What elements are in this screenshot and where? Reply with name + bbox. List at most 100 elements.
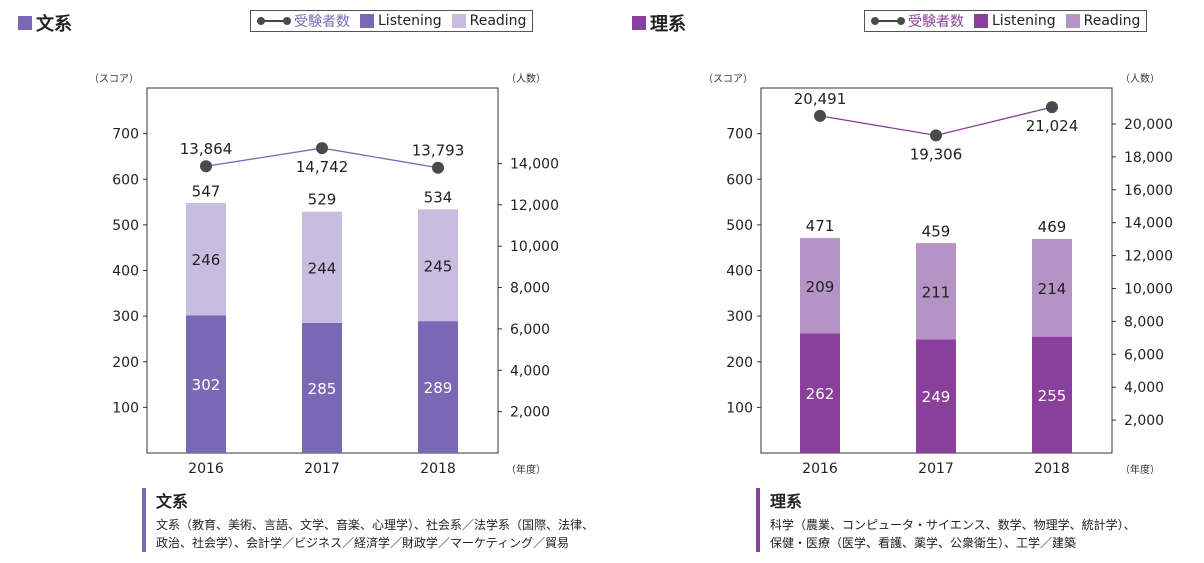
- y-axis-label: （スコア）: [703, 73, 753, 85]
- reading-value-label: 209: [806, 278, 835, 296]
- note-line: 保健・医療（医学、看護、薬学、公衆衛生）、工学／建築: [770, 536, 1077, 550]
- bar-listening: [916, 339, 956, 453]
- listening-value-label: 285: [308, 380, 337, 398]
- y2-tick-label: 10,000: [1124, 281, 1173, 297]
- total-value-label: 459: [922, 223, 951, 241]
- note-line: 文系（教育、美術、言語、文学、音楽、心理学）、社会系／法学系（国際、法律、: [156, 518, 595, 532]
- y2-tick-label: 8,000: [1124, 314, 1164, 330]
- listening-value-label: 302: [192, 376, 221, 394]
- y2-tick-label: 4,000: [510, 363, 550, 379]
- y-tick-label: 500: [726, 218, 753, 234]
- chart-legend: 受験者数 Listening Reading: [864, 10, 1148, 32]
- bar-listening: [302, 322, 342, 453]
- participants-point: [930, 129, 942, 142]
- total-value-label: 547: [192, 182, 221, 200]
- y-tick-label: 700: [112, 127, 139, 143]
- listening-value-label: 262: [806, 385, 835, 403]
- legend-item-participants: 受験者数: [257, 11, 350, 31]
- panel-title: 文系: [18, 10, 72, 36]
- x-tick-label: 2017: [304, 461, 340, 477]
- title-square-icon: [632, 16, 646, 30]
- y-tick-label: 100: [726, 400, 753, 416]
- bar-reading: [302, 211, 342, 323]
- y2-tick-label: 20,000: [1124, 117, 1173, 133]
- line-marker-icon: [257, 16, 291, 26]
- y-tick-label: 700: [726, 127, 753, 143]
- bar-reading: [800, 238, 840, 334]
- legend-label-participants: 受験者数: [294, 14, 350, 30]
- y-tick-label: 600: [112, 172, 139, 188]
- y2-tick-label: 2,000: [510, 405, 550, 421]
- bar-reading: [186, 202, 226, 316]
- x-axis-unit-label: （年度）: [506, 463, 546, 476]
- x-tick-label: 2018: [1034, 461, 1070, 477]
- category-note: 文系 文系（教育、美術、言語、文学、音楽、心理学）、社会系／法学系（国際、法律、…: [142, 488, 594, 552]
- legend-item-listening: Listening: [974, 13, 1056, 29]
- note-title: 理系: [770, 492, 803, 511]
- reading-swatch-icon: [1065, 14, 1080, 28]
- bar-listening: [800, 333, 840, 453]
- bar-reading: [1032, 239, 1072, 337]
- note-title: 文系: [156, 492, 189, 511]
- total-value-label: 534: [424, 188, 453, 206]
- y-tick-label: 400: [112, 264, 139, 280]
- participants-point: [200, 160, 212, 173]
- x-tick-label: 2018: [420, 461, 456, 477]
- y-tick-label: 400: [726, 264, 753, 280]
- note-line: 科学（農業、コンピュータ・サイエンス、数学、物理学、統計学）、: [770, 518, 1136, 532]
- participants-value-label: 19,306: [910, 145, 963, 163]
- legend-label-listening: Listening: [992, 13, 1056, 29]
- y-tick-label: 500: [112, 218, 139, 234]
- title-square-icon: [18, 16, 32, 30]
- note-line: 政治、社会学）、会計学／ビジネス／経済学／財政学／マーケティング／貿易: [156, 536, 570, 550]
- stacked-bar-chart: （スコア） （人数） 100 200 300 400 500 600 700 2,000 4,000…: [89, 72, 559, 477]
- y2-tick-label: 10,000: [510, 239, 559, 255]
- legend-label-participants: 受験者数: [908, 14, 964, 30]
- legend-item-participants: 受験者数: [871, 11, 964, 31]
- y2-tick-label: 2,000: [1124, 413, 1164, 429]
- reading-value-label: 214: [1038, 280, 1067, 298]
- category-note: 理系 科学（農業、コンピュータ・サイエンス、数学、物理学、統計学）、 保健・医療…: [756, 488, 1136, 552]
- participants-value-label: 14,742: [296, 158, 349, 176]
- y2-tick-label: 18,000: [1124, 150, 1173, 166]
- listening-swatch-icon: [974, 14, 988, 28]
- listening-value-label: 289: [424, 379, 453, 397]
- total-value-label: 529: [308, 191, 337, 209]
- y-tick-label: 600: [726, 172, 753, 188]
- liberal-arts-panel: 文系 受験者数 Listening Reading （スコア） （人数） 100 20…: [0, 0, 600, 563]
- listening-swatch-icon: [360, 14, 374, 28]
- chart-legend: 受験者数 Listening Reading: [250, 10, 534, 32]
- panel-title-text: 理系: [650, 14, 686, 35]
- x-tick-label: 2016: [188, 461, 224, 477]
- total-value-label: 471: [806, 217, 835, 235]
- participants-point: [316, 142, 328, 155]
- bar-reading: [418, 209, 458, 322]
- y-tick-label: 200: [726, 355, 753, 371]
- y2-tick-label: 12,000: [510, 198, 559, 214]
- line-marker-icon: [871, 16, 905, 26]
- participants-value-label: 13,864: [180, 140, 233, 158]
- y-axis-label: （スコア）: [89, 73, 139, 85]
- reading-swatch-icon: [451, 14, 466, 28]
- legend-label-reading: Reading: [1083, 13, 1141, 29]
- reading-value-label: 245: [424, 257, 453, 275]
- participants-point: [1046, 101, 1058, 114]
- y2-tick-label: 14,000: [1124, 216, 1173, 232]
- legend-label-listening: Listening: [378, 13, 442, 29]
- participants-value-label: 13,793: [412, 142, 465, 160]
- y2-tick-label: 6,000: [510, 322, 550, 338]
- legend-item-reading: Reading: [1065, 13, 1141, 29]
- x-tick-label: 2016: [802, 461, 838, 477]
- y-tick-label: 300: [112, 309, 139, 325]
- y2-tick-label: 6,000: [1124, 347, 1164, 363]
- y2-axis-label: （人数）: [506, 72, 546, 85]
- y-tick-label: 200: [112, 355, 139, 371]
- bar-listening: [1032, 336, 1072, 453]
- y2-tick-label: 16,000: [1124, 183, 1173, 199]
- panel-title-text: 文系: [36, 14, 72, 35]
- listening-value-label: 255: [1038, 387, 1067, 405]
- reading-value-label: 244: [308, 259, 337, 277]
- participants-value-label: 21,024: [1026, 117, 1079, 135]
- y2-tick-label: 12,000: [1124, 249, 1173, 265]
- y2-tick-label: 4,000: [1124, 380, 1164, 396]
